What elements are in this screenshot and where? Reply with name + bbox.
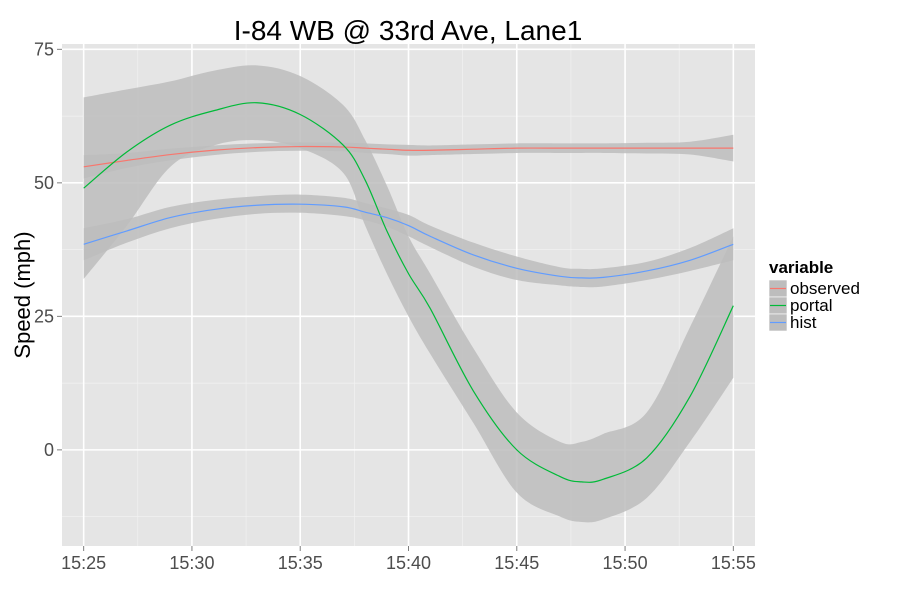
line-portal (83, 102, 734, 483)
x-tick-label: 15:55 (711, 553, 756, 573)
band-observed (83, 134, 734, 179)
y-tick-label: 75 (34, 39, 54, 59)
y-axis-title: Speed (mph) (10, 231, 35, 358)
series-lines (83, 102, 734, 483)
x-tick-label: 15:35 (278, 553, 323, 573)
line-observed (83, 145, 734, 168)
x-tick-label: 15:45 (494, 553, 539, 573)
y-tick-label: 25 (34, 306, 54, 326)
legend-label-hist: hist (790, 313, 817, 332)
confidence-bands (83, 65, 734, 523)
line-hist (83, 203, 734, 279)
x-tick-label: 15:30 (169, 553, 214, 573)
chart-title: I-84 WB @ 33rd Ave, Lane1 (234, 15, 583, 46)
legend-label-portal: portal (790, 296, 833, 315)
y-tick-label: 0 (44, 440, 54, 460)
x-tick-label: 15:50 (603, 553, 648, 573)
axes: 15:25 15:30 15:35 15:40 15:45 15:50 15:55 75 50 2… (34, 39, 756, 573)
band-portal (83, 65, 734, 523)
x-tick-label: 15:25 (61, 553, 106, 573)
x-tick-label: 15:40 (386, 553, 431, 573)
y-tick-label: 50 (34, 173, 54, 193)
legend-label-observed: observed (790, 279, 860, 298)
legend-title: variable (769, 258, 833, 277)
